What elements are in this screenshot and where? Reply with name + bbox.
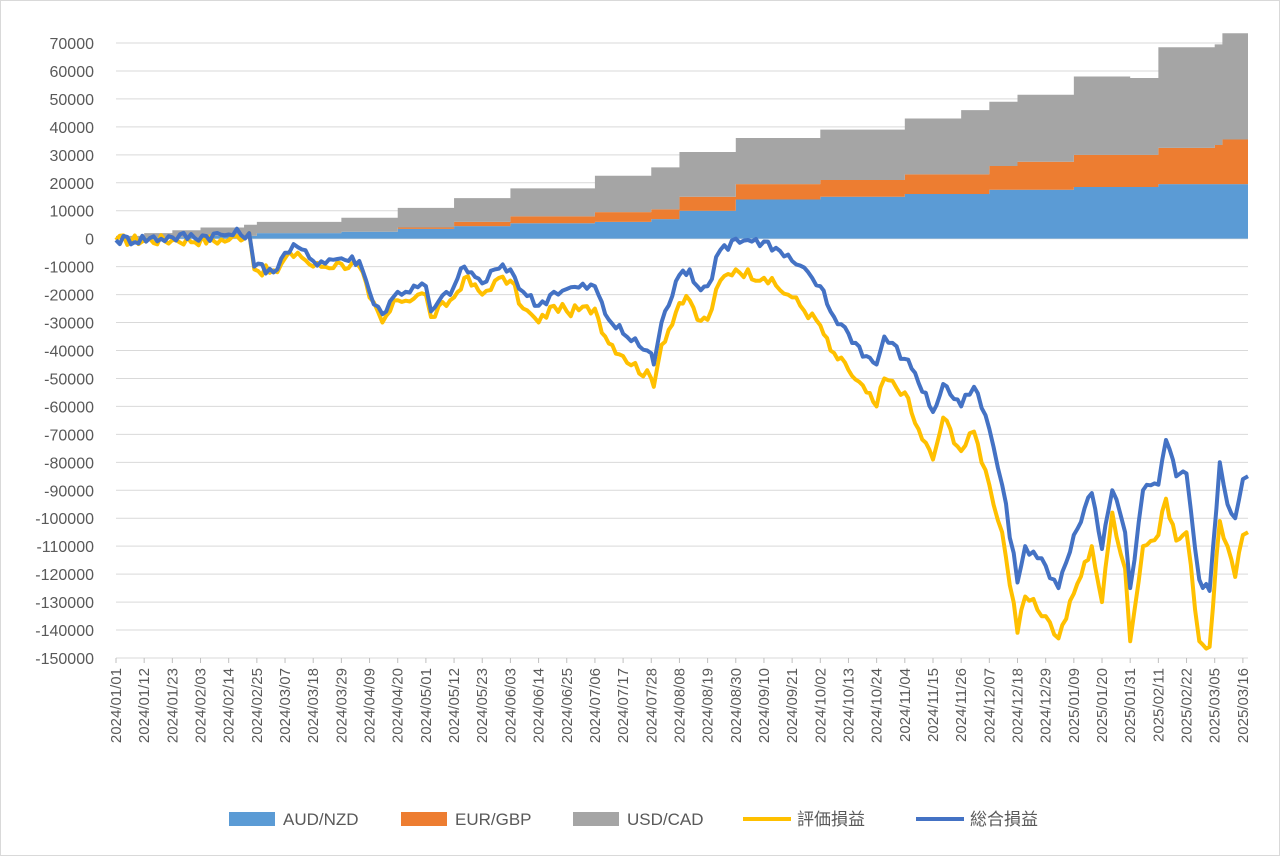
y-tick-label: 40000 [50, 120, 95, 137]
x-tick-label: 2024/09/10 [756, 668, 773, 743]
x-tick-label: 2025/01/31 [1122, 668, 1139, 743]
line-series [114, 226, 1249, 651]
x-tick-label: 2024/08/30 [728, 668, 745, 743]
x-tick-label: 2024/10/02 [812, 668, 829, 743]
y-tick-label: -10000 [44, 260, 94, 277]
x-tick-label: 2025/03/16 [1235, 668, 1252, 743]
x-tick-label: 2024/02/14 [221, 668, 238, 743]
legend-label: 総合損益 [970, 810, 1038, 829]
y-tick-label: -70000 [44, 427, 94, 444]
y-tick-label: -50000 [44, 371, 94, 388]
x-tick-label: 2024/06/14 [531, 668, 548, 743]
x-tick-label: 2024/02/03 [193, 668, 210, 743]
x-tick-label: 2024/05/01 [418, 668, 435, 743]
legend-label: AUD/NZD [283, 810, 359, 829]
x-tick-label: 2024/03/29 [333, 668, 350, 743]
x-tick-label: 2024/04/09 [362, 668, 379, 743]
x-tick-label: 2024/01/12 [136, 668, 153, 743]
y-tick-label: 70000 [50, 36, 95, 53]
x-tick-label: 2024/02/25 [249, 668, 266, 743]
line-valuation-pnl [114, 231, 1249, 651]
x-tick-label: 2025/02/22 [1179, 668, 1196, 743]
x-tick-label: 2024/03/18 [305, 668, 322, 743]
y-tick-label: -30000 [44, 316, 94, 333]
legend-label: EUR/GBP [455, 810, 532, 829]
y-tick-label: 30000 [50, 148, 95, 165]
x-tick-label: 2024/11/15 [925, 668, 942, 742]
stacked-areas [116, 30, 1248, 239]
y-tick-label: -80000 [44, 455, 94, 472]
y-tick-label: -130000 [35, 595, 94, 612]
x-tick-label: 2025/02/11 [1150, 668, 1167, 742]
legend-swatch [229, 812, 275, 826]
y-tick-label: 50000 [50, 92, 95, 109]
legend-item: 総合損益 [916, 810, 1038, 829]
legend-label: USD/CAD [627, 810, 704, 829]
x-tick-label: 2024/05/12 [446, 668, 463, 743]
x-tick-label: 2024/09/21 [784, 668, 801, 743]
area-aud-nzd [116, 181, 1248, 239]
legend-item: USD/CAD [573, 810, 704, 829]
y-tick-label: -90000 [44, 483, 94, 500]
x-tick-label: 2024/01/23 [164, 668, 181, 743]
x-tick-label: 2025/01/09 [1066, 668, 1083, 743]
line-total-pnl [114, 226, 1249, 593]
y-tick-label: -100000 [35, 511, 94, 528]
legend-item: AUD/NZD [229, 810, 359, 829]
x-tick-label: 2024/06/25 [559, 668, 576, 743]
x-tick-label: 2024/10/13 [840, 668, 857, 743]
y-tick-label: -120000 [35, 567, 94, 584]
legend: AUD/NZD EUR/GBP USD/CAD 評価損益 総合損益 [229, 810, 1038, 829]
y-tick-label: -110000 [36, 539, 94, 556]
x-tick-label: 2024/12/18 [1010, 668, 1027, 743]
x-tick-label: 2024/03/07 [277, 668, 294, 743]
legend-item: 評価損益 [743, 810, 865, 829]
y-tick-label: 60000 [50, 64, 95, 81]
x-tick-label: 2024/07/28 [643, 668, 660, 743]
x-tick-label: 2025/01/20 [1094, 668, 1111, 743]
y-tick-label: -140000 [35, 623, 94, 640]
x-tick-label: 2024/05/23 [474, 668, 491, 743]
x-tick-label: 2024/04/20 [390, 668, 407, 743]
x-tick-label: 2024/06/03 [502, 668, 519, 743]
axes: -150000 -140000 -130000 -120000 -110000 -1000… [35, 36, 1252, 743]
x-tick-label: 2024/01/01 [108, 668, 125, 743]
y-tick-label: -20000 [44, 288, 94, 305]
x-tick-label: 2024/10/24 [869, 668, 886, 743]
y-tick-label: -150000 [35, 651, 94, 668]
y-tick-label: -60000 [44, 399, 94, 416]
x-tick-label: 2024/12/29 [1038, 668, 1055, 743]
x-tick-label: 2024/08/08 [671, 668, 688, 743]
x-tick-label: 2024/12/07 [981, 668, 998, 743]
x-tick-label: 2025/03/05 [1207, 668, 1224, 743]
area-eur-gbp [116, 136, 1248, 239]
area-usd-cad [116, 30, 1248, 239]
x-tick-label: 2024/07/17 [615, 668, 632, 743]
legend-label: 評価損益 [797, 810, 865, 829]
x-tick-label: 2024/07/06 [587, 668, 604, 743]
x-tick-label: 2024/08/19 [700, 668, 717, 743]
x-tick-label: 2024/11/26 [953, 668, 970, 742]
legend-swatch [401, 812, 447, 826]
legend-item: EUR/GBP [401, 810, 532, 829]
y-tick-label: 0 [85, 232, 94, 249]
x-tick-label: 2024/11/04 [897, 668, 914, 742]
y-tick-label: -40000 [44, 344, 94, 361]
y-tick-label: 20000 [50, 176, 95, 193]
legend-swatch [573, 812, 619, 826]
y-tick-label: 10000 [50, 204, 95, 221]
